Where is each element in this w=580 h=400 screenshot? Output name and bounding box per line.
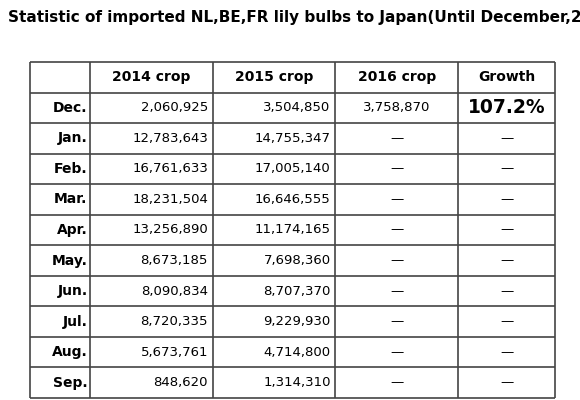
Text: —: — [390,193,403,206]
Text: Aug.: Aug. [52,345,88,359]
Text: 2,060,925: 2,060,925 [141,101,208,114]
Text: 14,755,347: 14,755,347 [255,132,331,145]
Text: May.: May. [52,254,88,268]
Text: —: — [500,224,513,236]
Text: 2015 crop: 2015 crop [235,70,313,84]
Text: 8,707,370: 8,707,370 [263,284,331,298]
Text: —: — [500,162,513,176]
Text: Jun.: Jun. [57,284,88,298]
Text: —: — [500,376,513,389]
Text: Mar.: Mar. [54,192,88,206]
Text: 8,720,335: 8,720,335 [140,315,208,328]
Text: 3,504,850: 3,504,850 [263,101,331,114]
Text: 18,231,504: 18,231,504 [132,193,208,206]
Text: 11,174,165: 11,174,165 [255,224,331,236]
Text: Growth: Growth [478,70,535,84]
Text: —: — [390,254,403,267]
Text: 8,090,834: 8,090,834 [141,284,208,298]
Text: 12,783,643: 12,783,643 [132,132,208,145]
Text: —: — [500,193,513,206]
Text: —: — [500,254,513,267]
Text: 8,673,185: 8,673,185 [140,254,208,267]
Text: 2014 crop: 2014 crop [112,70,190,84]
Text: Feb.: Feb. [54,162,88,176]
Text: 107.2%: 107.2% [467,98,545,117]
Text: 3,758,870: 3,758,870 [363,101,430,114]
Text: 9,229,930: 9,229,930 [263,315,331,328]
Text: 16,646,555: 16,646,555 [255,193,331,206]
Text: 1,314,310: 1,314,310 [263,376,331,389]
Text: —: — [390,224,403,236]
Text: 5,673,761: 5,673,761 [140,346,208,359]
Text: Sep.: Sep. [53,376,88,390]
Text: —: — [390,162,403,176]
Text: —: — [390,346,403,359]
Text: Statistic of imported NL,BE,FR lily bulbs to Japan(Until December,2016): Statistic of imported NL,BE,FR lily bulb… [8,10,580,25]
Text: Apr.: Apr. [57,223,88,237]
Text: —: — [500,315,513,328]
Text: Jan.: Jan. [58,131,88,145]
Text: Dec.: Dec. [53,101,88,115]
Text: —: — [500,284,513,298]
Text: 13,256,890: 13,256,890 [132,224,208,236]
Text: —: — [390,132,403,145]
Text: 848,620: 848,620 [154,376,208,389]
Text: —: — [390,315,403,328]
Text: 7,698,360: 7,698,360 [263,254,331,267]
Text: —: — [390,376,403,389]
Text: —: — [390,284,403,298]
Text: 2016 crop: 2016 crop [357,70,436,84]
Text: 4,714,800: 4,714,800 [263,346,331,359]
Text: 17,005,140: 17,005,140 [255,162,331,176]
Text: Jul.: Jul. [63,315,88,329]
Text: —: — [500,132,513,145]
Text: —: — [500,346,513,359]
Text: 16,761,633: 16,761,633 [132,162,208,176]
